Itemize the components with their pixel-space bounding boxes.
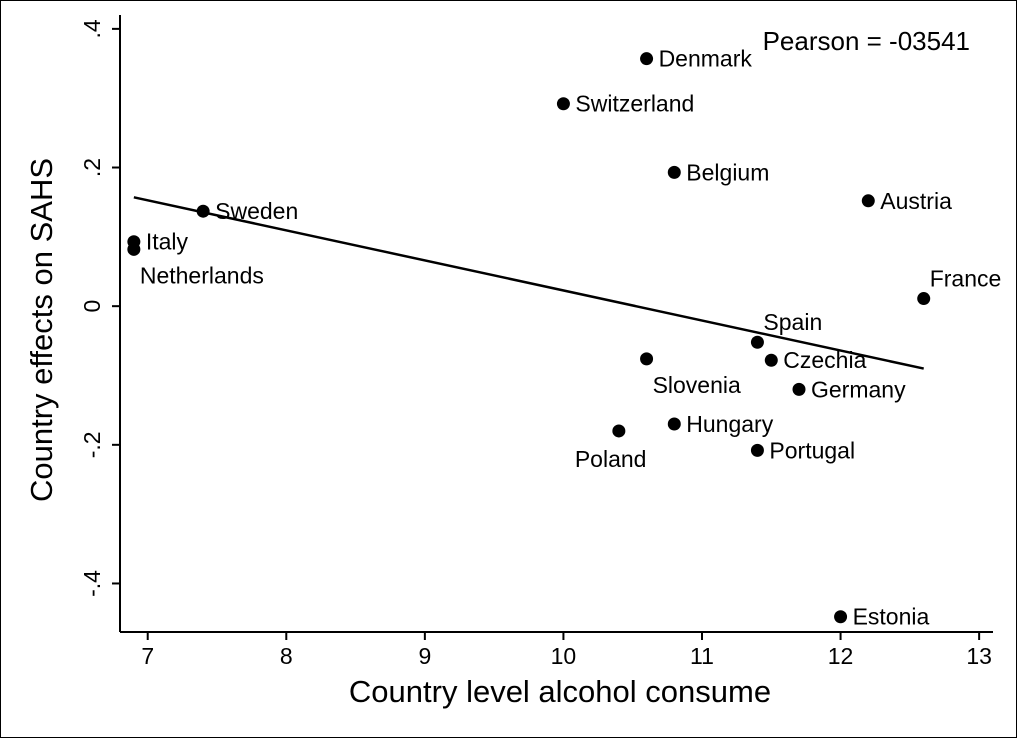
- labels-group: Denmark Switzerland Belgium Austria Sweden It…: [140, 46, 1001, 630]
- point-label-germany: Germany: [811, 376, 906, 402]
- point-label-slovenia: Slovenia: [653, 372, 741, 398]
- x-tick-label: 7: [141, 643, 154, 669]
- point-label-poland: Poland: [575, 446, 647, 472]
- point-label-italy: Italy: [146, 229, 189, 255]
- point-label-sweden: Sweden: [215, 198, 298, 224]
- point-label-netherlands: Netherlands: [140, 262, 264, 288]
- y-tick-label: .4: [79, 19, 105, 38]
- data-point-czechia: [764, 353, 778, 367]
- x-tick-label: 11: [690, 643, 714, 669]
- x-axis-title: Country level alcohol consume: [349, 674, 771, 709]
- data-point-france: [917, 292, 931, 306]
- y-axis-title: Country effects on SAHS: [24, 158, 59, 502]
- data-point-spain: [750, 335, 764, 349]
- points-group: [127, 52, 931, 624]
- y-tick-label: .2: [79, 158, 105, 177]
- point-label-spain: Spain: [763, 309, 822, 335]
- point-label-estonia: Estonia: [853, 604, 930, 630]
- y-tick-label: 0: [79, 300, 105, 313]
- data-point-germany: [792, 382, 806, 396]
- data-point-hungary: [667, 417, 681, 431]
- x-tick-label: 10: [551, 643, 577, 669]
- fit-line-group: [133, 196, 924, 370]
- point-label-austria: Austria: [880, 188, 952, 214]
- x-tick-label: 9: [418, 643, 431, 669]
- point-label-france: France: [930, 266, 1002, 292]
- data-point-austria: [861, 194, 875, 208]
- y-tick-label: -.2: [79, 431, 105, 458]
- fit-line: [133, 196, 924, 370]
- point-label-portugal: Portugal: [769, 437, 855, 463]
- data-point-estonia: [834, 610, 848, 624]
- data-point-slovenia: [640, 352, 654, 366]
- point-label-czechia: Czechia: [783, 347, 866, 373]
- point-label-denmark: Denmark: [659, 46, 753, 72]
- data-point-portugal: [750, 443, 764, 457]
- x-tick-label: 8: [280, 643, 293, 669]
- x-tick-label: 13: [966, 643, 992, 669]
- data-point-denmark: [640, 52, 654, 66]
- data-point-poland: [612, 424, 626, 438]
- data-point-switzerland: [556, 97, 570, 111]
- x-tick-label: 12: [828, 643, 854, 669]
- axes: 7 8 9 10 11 12 13 -.4 -.2 0 .2 .4: [79, 15, 993, 669]
- point-label-switzerland: Switzerland: [575, 91, 694, 117]
- data-point-belgium: [667, 165, 681, 179]
- point-label-hungary: Hungary: [686, 411, 773, 437]
- data-point-sweden: [196, 204, 210, 218]
- y-tick-label: -.4: [79, 570, 105, 597]
- pearson-annotation: Pearson = -03541: [763, 26, 970, 56]
- data-point-netherlands: [127, 242, 141, 256]
- point-label-belgium: Belgium: [686, 159, 769, 185]
